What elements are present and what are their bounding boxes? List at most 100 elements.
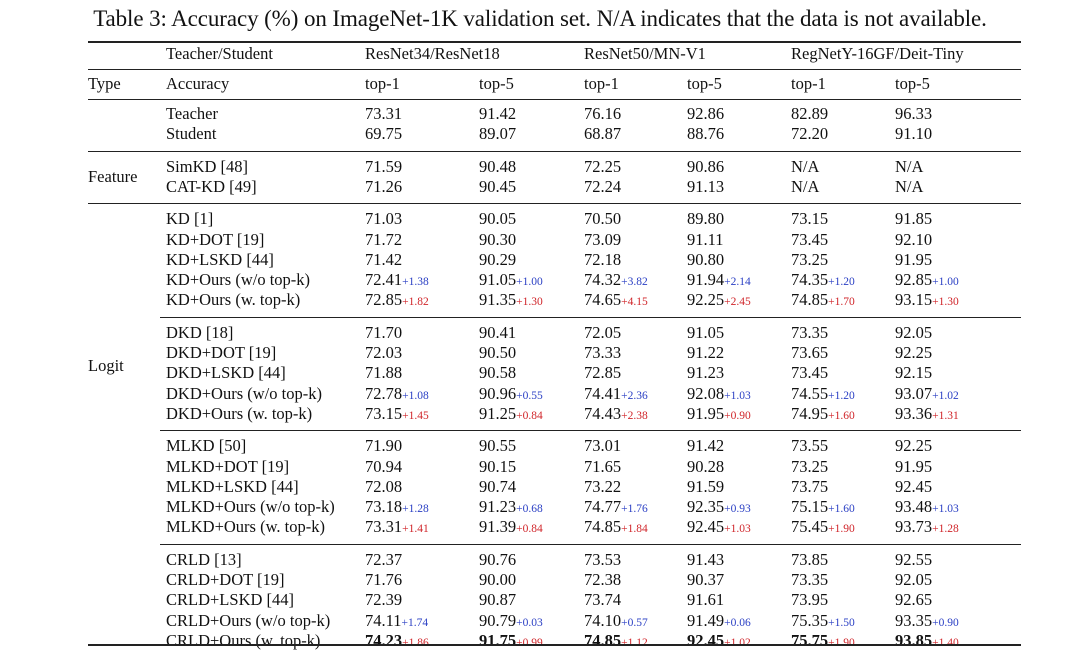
cell-value: 74.65	[584, 290, 622, 310]
table-cell: 71.88	[365, 363, 402, 383]
cell-value: 91.11	[687, 229, 724, 249]
table-cell: 91.13	[687, 177, 724, 197]
cell-delta: +1.20	[828, 389, 855, 402]
cell-value: 90.30	[479, 229, 517, 249]
table-cell: 93.07+1.02	[895, 384, 959, 406]
table-cell: 91.61	[687, 590, 724, 610]
row-name: CRLD+Ours (w/o top-k)	[166, 610, 331, 630]
cell-value: 91.42	[479, 104, 517, 123]
table-cell: 68.87	[584, 124, 621, 144]
cell-value: 68.87	[584, 124, 622, 144]
row-name: KD+Ours (w/o top-k)	[166, 270, 311, 290]
cell-delta: +1.84	[621, 523, 648, 536]
cell-delta: +0.84	[516, 523, 543, 536]
cell-value: 74.55	[791, 383, 829, 403]
table-cell: 73.95	[791, 590, 828, 610]
header-rule-1	[88, 69, 1021, 71]
cell-value: 71.72	[365, 229, 403, 249]
cell-value: 72.37	[365, 549, 403, 569]
cell-delta: +0.84	[516, 409, 543, 422]
cell-value: 93.35	[895, 610, 933, 630]
cell-value: 91.13	[687, 176, 725, 196]
table-cell: 92.65	[895, 590, 932, 610]
table-cell: 82.89	[791, 104, 828, 124]
cell-value: N/A	[895, 156, 924, 176]
cell-delta: +0.03	[516, 616, 543, 629]
table-cell: 90.87	[479, 590, 516, 610]
cell-delta: +0.90	[724, 409, 751, 422]
table-cell: N/A	[895, 177, 923, 197]
cell-value: 91.75	[479, 630, 517, 650]
cell-value: 72.41	[365, 270, 403, 290]
cell-value: 90.29	[479, 249, 517, 269]
cell-value: 93.15	[895, 290, 933, 310]
table-cell: 74.41+2.36	[584, 384, 648, 406]
cell-value: 92.25	[895, 436, 933, 456]
cell-value: 91.43	[687, 549, 725, 569]
table-cell: 91.10	[895, 124, 932, 144]
cell-value: 91.10	[895, 124, 933, 144]
cell-value: 73.53	[584, 549, 622, 569]
table-cell: 74.77+1.76	[584, 497, 648, 519]
cell-delta: +1.70	[828, 296, 855, 309]
cell-value: 90.00	[479, 570, 517, 589]
cell-value: 73.45	[791, 363, 829, 383]
top-rule	[88, 41, 1021, 43]
cell-value: 93.48	[895, 497, 933, 517]
cell-delta: +1.08	[402, 389, 429, 402]
cell-value: 73.01	[584, 436, 622, 456]
table-cell: 96.33	[895, 104, 932, 124]
cell-value: 73.33	[584, 343, 622, 362]
header-metric: top-1	[365, 74, 400, 93]
table-cell: 91.42	[687, 436, 724, 456]
cell-delta: +2.38	[621, 409, 648, 422]
table-cell: 75.35+1.50	[791, 611, 855, 633]
table-cell: 93.15+1.30	[895, 290, 959, 312]
cell-value: 90.80	[687, 249, 725, 269]
table-cell: 74.85+1.12	[584, 631, 648, 653]
cell-value: 90.45	[479, 176, 517, 196]
cell-value: 73.74	[584, 590, 622, 610]
cell-value: 71.76	[365, 570, 403, 589]
cell-value: 90.74	[479, 476, 517, 496]
cell-delta: +2.14	[724, 276, 751, 289]
table-cell: 73.15	[791, 209, 828, 229]
table-cell: 90.37	[687, 570, 724, 590]
cell-value: 91.95	[895, 249, 933, 269]
cell-value: 70.50	[584, 209, 622, 229]
table-cell: 72.38	[584, 570, 621, 590]
cell-value: 90.48	[479, 156, 517, 176]
table-cell: 74.10+0.57	[584, 611, 648, 633]
cell-value: 73.35	[791, 570, 829, 589]
table-cell: 75.75+1.90	[791, 631, 855, 653]
cell-delta: +2.36	[621, 389, 648, 402]
cell-delta: +1.86	[402, 636, 429, 649]
cell-value: 92.08	[687, 383, 725, 403]
group-rule	[160, 543, 1021, 545]
table-cell: 71.90	[365, 436, 402, 456]
cell-value: 91.85	[895, 209, 933, 229]
table-cell: 73.55	[791, 436, 828, 456]
table-cell: 92.05	[895, 323, 932, 343]
cell-delta: +1.90	[828, 523, 855, 536]
header-metric: top-1	[584, 74, 619, 93]
cell-value: 73.85	[791, 549, 829, 569]
table-cell: 90.28	[687, 457, 724, 477]
cell-value: 91.61	[687, 590, 725, 610]
table-cell: 72.39	[365, 590, 402, 610]
table-cell: 91.11	[687, 230, 724, 250]
table-cell: N/A	[791, 157, 819, 177]
cell-delta: +1.03	[724, 523, 751, 536]
row-name: Student	[166, 124, 217, 144]
table-cell: 74.35+1.20	[791, 270, 855, 292]
cell-value: 73.35	[791, 322, 829, 342]
cell-value: 92.45	[687, 630, 725, 650]
group-rule	[160, 430, 1021, 432]
table-cell: 74.85+1.84	[584, 517, 648, 539]
table-cell: 73.33	[584, 343, 621, 363]
table-cell: 74.11+1.74	[365, 611, 428, 633]
cell-value: 82.89	[791, 104, 829, 123]
cell-delta: +1.00	[516, 276, 543, 289]
table-cell: 75.45+1.90	[791, 517, 855, 539]
table-cell: 73.31	[365, 104, 402, 124]
